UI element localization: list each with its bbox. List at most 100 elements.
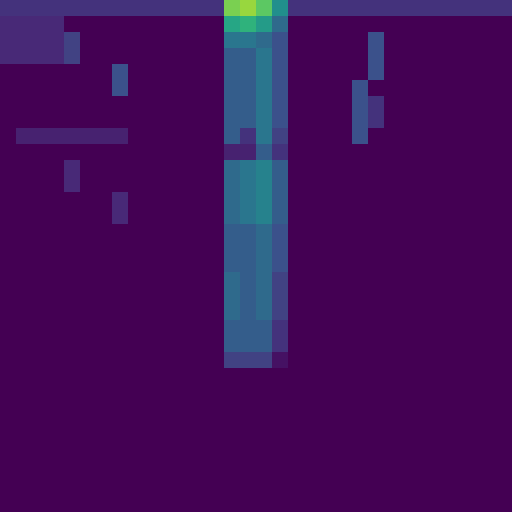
cell: [32, 480, 49, 497]
cell: [224, 496, 241, 512]
cell: [400, 48, 417, 65]
cell: [272, 0, 289, 17]
cell: [176, 464, 193, 481]
cell: [112, 320, 129, 337]
cell: [160, 400, 177, 417]
cell: [256, 224, 273, 241]
cell: [400, 256, 417, 273]
cell: [16, 16, 33, 33]
cell: [448, 480, 465, 497]
cell: [0, 464, 17, 481]
cell: [32, 224, 49, 241]
cell: [304, 416, 321, 433]
cell: [96, 192, 113, 209]
cell: [336, 256, 353, 273]
cell: [176, 272, 193, 289]
cell: [32, 160, 49, 177]
cell: [32, 368, 49, 385]
cell: [416, 368, 433, 385]
cell: [16, 304, 33, 321]
cell: [464, 384, 481, 401]
cell: [128, 288, 145, 305]
cell: [384, 448, 401, 465]
cell: [224, 80, 241, 97]
cell: [32, 144, 49, 161]
cell: [480, 128, 497, 145]
cell: [256, 64, 273, 81]
cell: [448, 176, 465, 193]
cell: [336, 240, 353, 257]
cell: [368, 192, 385, 209]
cell: [64, 432, 81, 449]
cell: [336, 176, 353, 193]
cell: [192, 64, 209, 81]
cell: [112, 464, 129, 481]
cell: [208, 256, 225, 273]
cell: [240, 80, 257, 97]
cell: [272, 128, 289, 145]
cell: [432, 96, 449, 113]
cell: [192, 432, 209, 449]
cell: [448, 160, 465, 177]
cell: [320, 96, 337, 113]
cell: [208, 448, 225, 465]
cell: [320, 304, 337, 321]
cell: [32, 0, 49, 17]
cell: [176, 448, 193, 465]
cell: [432, 448, 449, 465]
cell: [160, 336, 177, 353]
cell: [192, 352, 209, 369]
cell: [304, 112, 321, 129]
cell: [208, 336, 225, 353]
cell: [352, 416, 369, 433]
cell: [144, 320, 161, 337]
cell: [464, 0, 481, 17]
cell: [448, 432, 465, 449]
cell: [128, 48, 145, 65]
cell: [208, 16, 225, 33]
cell: [144, 240, 161, 257]
cell: [384, 240, 401, 257]
cell: [96, 336, 113, 353]
cell: [320, 400, 337, 417]
cell: [336, 480, 353, 497]
cell: [448, 336, 465, 353]
cell: [384, 368, 401, 385]
cell: [272, 496, 289, 512]
cell: [448, 0, 465, 17]
cell: [48, 272, 65, 289]
cell: [400, 320, 417, 337]
cell: [368, 496, 385, 512]
cell: [496, 176, 512, 193]
cell: [96, 80, 113, 97]
cell: [144, 32, 161, 49]
cell: [352, 368, 369, 385]
cell: [304, 320, 321, 337]
cell: [240, 208, 257, 225]
cell: [496, 224, 512, 241]
cell: [128, 448, 145, 465]
cell: [496, 208, 512, 225]
cell: [0, 496, 17, 512]
cell: [176, 160, 193, 177]
cell: [32, 128, 49, 145]
cell: [336, 64, 353, 81]
cell: [272, 336, 289, 353]
cell: [240, 112, 257, 129]
cell: [448, 416, 465, 433]
cell: [0, 320, 17, 337]
cell: [96, 288, 113, 305]
cell: [464, 496, 481, 512]
cell: [464, 64, 481, 81]
cell: [16, 192, 33, 209]
cell: [336, 416, 353, 433]
cell: [64, 288, 81, 305]
cell: [320, 224, 337, 241]
cell: [144, 352, 161, 369]
cell: [432, 336, 449, 353]
cell: [304, 256, 321, 273]
cell: [416, 256, 433, 273]
cell: [144, 272, 161, 289]
cell: [48, 176, 65, 193]
cell: [208, 224, 225, 241]
